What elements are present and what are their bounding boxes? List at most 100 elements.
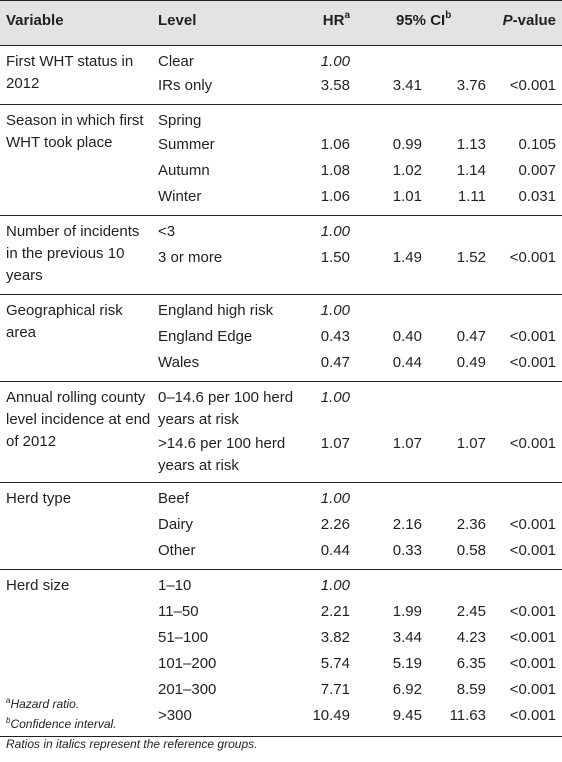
variable-label: Herd type — [6, 490, 72, 507]
variable-group: Geographical risk area England high risk 1… — [0, 295, 562, 382]
ci-upper-cell: 1.11 — [457, 188, 486, 205]
p-value-cell: <0.001 — [509, 328, 556, 345]
footnote-a-text: Hazard ratio. — [10, 697, 80, 711]
hr-cell: 2.21 — [320, 603, 350, 620]
variable-group: Number of incidents in the previous 10 y… — [0, 216, 562, 295]
ci-lower-cell: 1.99 — [392, 603, 422, 620]
level-cell: >14.6 per 100 herd years at risk — [158, 435, 286, 474]
level-cell: Winter — [158, 188, 202, 205]
level-cell: 3 or more — [158, 249, 223, 266]
p-value-cell: <0.001 — [509, 681, 556, 698]
ci-upper-cell: 11.63 — [449, 707, 486, 724]
ci-lower-cell: 3.41 — [392, 77, 422, 94]
p-value-cell: <0.001 — [509, 707, 556, 724]
table-body: First WHT status in 2012 Clear 1.00 IRs onl… — [0, 46, 562, 737]
variable-group: Herd type Beef 1.00 Dairy 2.26 2.16 2.36 <0.001… — [0, 483, 562, 570]
level-cell: England high risk — [158, 302, 274, 319]
hr-cell: 1.50 — [320, 249, 350, 266]
footnote-b-mark: b — [6, 716, 11, 725]
variable-label: Geographical risk area — [6, 302, 123, 341]
level-cell: 101–200 — [158, 655, 217, 672]
p-value-cell: 0.007 — [518, 162, 556, 179]
hr-cell: 1.00 — [320, 302, 350, 319]
ci-lower-cell: 5.19 — [392, 655, 422, 672]
ci-lower-cell: 0.33 — [392, 542, 422, 559]
ci-upper-cell: 1.07 — [456, 435, 486, 452]
variable-label: Annual rolling county level incidence at… — [6, 389, 151, 450]
hr-cell: 7.71 — [320, 681, 350, 698]
ci-upper-cell: 1.52 — [456, 249, 486, 266]
ci-upper-cell: 2.45 — [456, 603, 486, 620]
variable-group: Annual rolling county level incidence at… — [0, 382, 562, 483]
ci-upper-cell: 8.59 — [456, 681, 486, 698]
variable-group: First WHT status in 2012 Clear 1.00 IRs onl… — [0, 46, 562, 105]
p-value-cell: <0.001 — [509, 655, 556, 672]
hr-cell: 3.58 — [320, 77, 350, 94]
p-value-cell: <0.001 — [509, 516, 556, 533]
level-cell: 11–50 — [158, 603, 199, 620]
footnote-a: aHazard ratio. — [6, 694, 257, 714]
hr-cell: 1.00 — [320, 53, 350, 70]
ci-lower-cell: 1.01 — [392, 188, 422, 205]
hr-cell: 3.82 — [320, 629, 350, 646]
level-cell: Clear — [158, 53, 194, 70]
hr-cell: 1.00 — [320, 223, 350, 240]
hr-cell: 2.26 — [320, 516, 350, 533]
p-value-cell: <0.001 — [509, 354, 556, 371]
ci-lower-cell: 0.40 — [392, 328, 422, 345]
ci-upper-cell: 6.35 — [456, 655, 486, 672]
hr-cell: 1.07 — [320, 435, 350, 452]
level-cell: Other — [158, 542, 196, 559]
ci-upper-cell: 1.14 — [456, 162, 486, 179]
ci-lower-cell: 0.99 — [392, 136, 422, 153]
header-p-value: P-value — [503, 11, 556, 31]
ci-lower-cell: 1.07 — [392, 435, 422, 452]
ci-lower-cell: 2.16 — [392, 516, 422, 533]
level-cell: England Edge — [158, 328, 253, 345]
ci-lower-cell: 0.44 — [392, 354, 422, 371]
hazard-ratio-table: Variable Level HRa 95% CIb P-value First… — [0, 0, 562, 737]
header-ci-label: 95% CI — [396, 12, 446, 29]
header-ci-footnote-mark: b — [445, 10, 452, 21]
p-value-cell: <0.001 — [509, 435, 556, 452]
p-value-cell: 0.031 — [518, 188, 556, 205]
footnote-a-mark: a — [6, 696, 11, 705]
ci-lower-cell: 1.02 — [392, 162, 422, 179]
p-value-cell: <0.001 — [509, 603, 556, 620]
footnote-b-text: Confidence interval. — [10, 717, 117, 731]
p-value-cell: <0.001 — [509, 77, 556, 94]
ci-upper-cell: 0.58 — [456, 542, 486, 559]
p-value-cell: <0.001 — [509, 629, 556, 646]
ci-upper-cell: 0.49 — [456, 354, 486, 371]
hr-cell: 0.44 — [320, 542, 350, 559]
hr-cell: 0.43 — [320, 328, 350, 345]
header-hr-footnote-mark: a — [344, 10, 350, 21]
hr-cell: 1.08 — [320, 162, 350, 179]
level-cell: 201–300 — [158, 681, 217, 698]
header-level: Level — [158, 12, 197, 29]
hr-cell: 10.49 — [312, 707, 350, 724]
ci-upper-cell: 4.23 — [456, 629, 486, 646]
hr-cell: 1.06 — [320, 136, 350, 153]
ci-lower-cell: 3.44 — [392, 629, 422, 646]
hr-cell: 5.74 — [320, 655, 350, 672]
variable-label: First WHT status in 2012 — [6, 53, 134, 92]
ci-upper-cell: 1.13 — [456, 136, 486, 153]
level-cell: IRs only — [158, 77, 213, 94]
variable-label: Number of incidents in the previous 10 y… — [6, 223, 140, 284]
level-cell: 1–10 — [158, 577, 192, 594]
footnotes: aHazard ratio. bConfidence interval. Rat… — [6, 694, 257, 754]
level-cell: 51–100 — [158, 629, 209, 646]
ci-lower-cell: 1.49 — [392, 249, 422, 266]
ci-upper-cell: 0.47 — [456, 328, 486, 345]
footnote-b: bConfidence interval. — [6, 714, 257, 734]
p-value-cell: 0.105 — [518, 136, 556, 153]
level-cell: >300 — [158, 707, 192, 724]
header-p-rest: -value — [512, 12, 556, 29]
level-cell: Summer — [158, 136, 215, 153]
header-hr-label: HR — [322, 12, 345, 29]
header-hr: HRa — [323, 11, 350, 31]
ci-upper-cell: 2.36 — [456, 516, 486, 533]
ci-lower-cell: 9.45 — [392, 707, 422, 724]
variable-group: Herd size 1–10 1.00 11–50 2.21 1.99 2.45 <0.001… — [0, 570, 562, 737]
